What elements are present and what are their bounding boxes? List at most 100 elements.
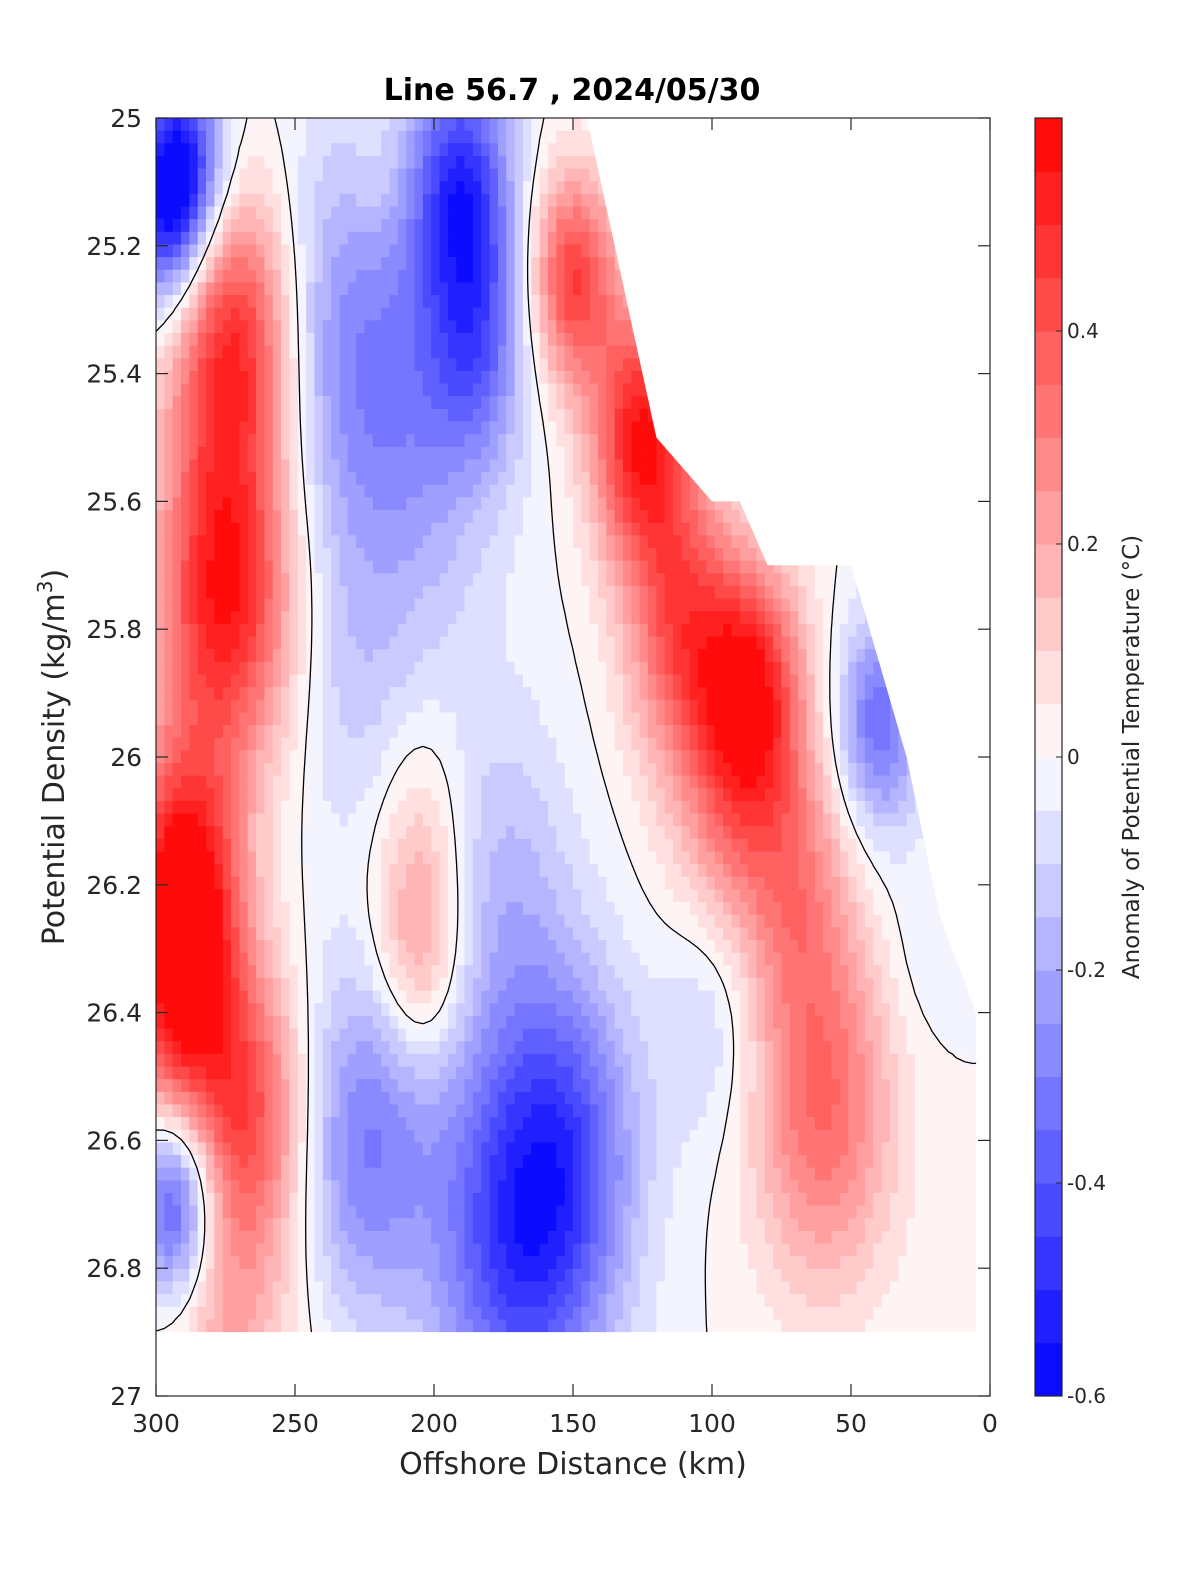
field-cell: [389, 484, 399, 499]
field-cell: [689, 522, 699, 536]
field-cell: [573, 636, 582, 650]
field-cell: [247, 547, 257, 562]
field-cell: [206, 636, 215, 650]
field-cell: [347, 636, 357, 650]
field-cell: [431, 661, 441, 676]
field-cell: [547, 611, 557, 625]
field-cell: [397, 535, 407, 549]
field-cell: [756, 661, 766, 676]
field-cell: [739, 623, 749, 638]
field-cell: [439, 560, 449, 574]
field-cell: [297, 370, 307, 385]
field-cell: [164, 434, 174, 448]
field-cell: [689, 484, 699, 499]
field-cell: [206, 712, 215, 726]
field-cell: [581, 725, 591, 739]
field-cell: [222, 459, 232, 473]
field-cell: [239, 118, 249, 132]
field-cell: [381, 130, 391, 144]
field-cell: [172, 269, 182, 284]
field-cell: [272, 598, 282, 612]
field-cell: [347, 370, 357, 385]
field-cell: [347, 408, 357, 423]
field-cell: [406, 687, 416, 701]
field-cell: [506, 497, 516, 511]
field-cell: [506, 510, 516, 524]
field-cell: [172, 446, 182, 461]
field-cell: [648, 472, 657, 486]
field-cell: [406, 737, 416, 751]
field-cell: [556, 674, 566, 688]
field-cell: [239, 725, 249, 739]
field-cell: [364, 155, 374, 170]
field-cell: [322, 244, 332, 258]
field-cell: [339, 472, 349, 486]
field-cell: [464, 193, 474, 208]
field-cell: [406, 725, 416, 739]
field-cell: [156, 130, 165, 144]
field-cell: [172, 345, 182, 359]
field-cell: [606, 320, 616, 334]
field-cell: [256, 206, 266, 220]
field-cell: [264, 118, 274, 132]
field-cell: [848, 661, 858, 676]
field-cell: [714, 712, 724, 726]
field-cell: [247, 408, 257, 423]
field-cell: [314, 611, 324, 625]
field-cell: [723, 573, 733, 587]
field-cell: [331, 231, 341, 246]
field-cell: [472, 206, 482, 220]
field-cell: [231, 231, 240, 246]
field-cell: [247, 168, 257, 182]
field-cell: [472, 383, 482, 397]
field-cell: [422, 598, 432, 612]
field-cell: [406, 712, 416, 726]
field-cell: [397, 345, 407, 359]
field-cell: [289, 674, 299, 688]
field-cell: [606, 510, 616, 524]
field-cell: [306, 598, 316, 612]
field-cell: [247, 130, 257, 144]
field-cell: [297, 269, 307, 284]
field-cell: [539, 674, 549, 688]
field-cell: [231, 143, 240, 157]
field-cell: [314, 522, 324, 536]
field-cell: [256, 636, 266, 650]
field-cell: [156, 687, 165, 701]
field-cell: [331, 585, 341, 600]
field-cell: [272, 370, 282, 385]
field-cell: [439, 408, 449, 423]
field-cell: [447, 408, 457, 423]
field-cell: [623, 396, 632, 410]
field-cell: [272, 345, 282, 359]
field-cell: [381, 649, 391, 663]
field-cell: [364, 484, 374, 499]
field-cell: [723, 687, 733, 701]
field-cell: [598, 383, 607, 397]
field-cell: [531, 307, 541, 321]
field-cell: [297, 472, 307, 486]
field-cell: [414, 573, 424, 587]
field-cell: [231, 459, 240, 473]
field-cell: [831, 687, 841, 701]
field-cell: [814, 674, 824, 688]
field-cell: [464, 333, 474, 347]
field-cell: [464, 649, 474, 663]
field-cell: [372, 383, 382, 397]
field-cell: [522, 585, 532, 600]
field-cell: [631, 712, 641, 726]
field-cell: [764, 611, 774, 625]
field-cell: [748, 674, 758, 688]
field-cell: [573, 295, 582, 309]
field-cell: [256, 130, 266, 144]
field-cell: [314, 573, 324, 587]
field-cell: [756, 737, 766, 751]
field-cell: [664, 497, 674, 511]
field-cell: [514, 219, 524, 233]
field-cell: [222, 396, 232, 410]
field-cell: [681, 687, 691, 701]
field-cell: [306, 257, 316, 271]
field-cell: [431, 623, 441, 638]
field-cell: [522, 522, 532, 536]
field-cell: [814, 598, 824, 612]
